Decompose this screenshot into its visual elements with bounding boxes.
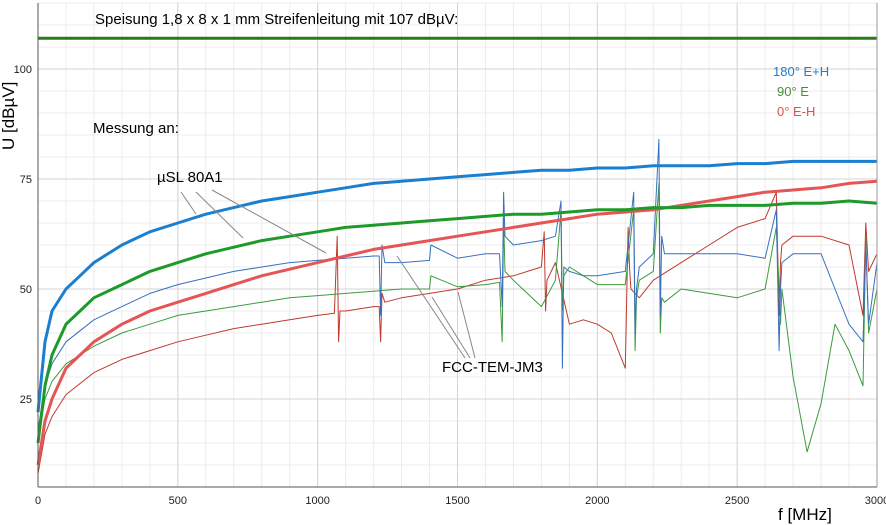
axes: 0 500 1000 1500 2000 2500 3000 25 50 75 100 — [14, 3, 886, 507]
y-axis-label: U [dBµV] — [0, 82, 18, 150]
y-tick-label: 75 — [20, 174, 32, 186]
series-line-1 — [36, 199, 878, 444]
pointer-probe-a-3 — [211, 189, 327, 254]
pointer-probe-b-2 — [431, 296, 471, 359]
x-tick-label: 1000 — [305, 495, 329, 507]
annotation-measure-on: Messung an: — [93, 120, 179, 137]
x-tick-label: 500 — [169, 495, 187, 507]
y-tick-label: 50 — [20, 284, 32, 296]
annotation-probe-a: µSL 80A1 — [157, 169, 223, 186]
legend-item-2: 0° E-H — [777, 104, 815, 119]
pointer-probe-a-1 — [180, 191, 197, 215]
annotation-probe-b: FCC-TEM-JM3 — [442, 359, 543, 376]
x-tick-label: 2500 — [725, 495, 749, 507]
annotation-pointers — [180, 189, 476, 359]
series-line-4 — [37, 182, 878, 453]
y-tick-label: 25 — [20, 394, 32, 406]
pointer-probe-b-1 — [396, 255, 466, 359]
x-tick-label: 0 — [35, 495, 41, 507]
y-tick-label: 100 — [14, 64, 32, 76]
pointer-probe-b-3 — [457, 291, 476, 359]
x-axis-label: f [MHz] — [778, 505, 832, 524]
series-line-3 — [37, 138, 878, 430]
x-tick-label: 1500 — [445, 495, 469, 507]
series-layer — [36, 36, 878, 474]
x-tick-label: 2000 — [585, 495, 609, 507]
legend-item-1: 90° E — [777, 84, 809, 99]
series-line-2 — [36, 179, 878, 466]
x-tick-label: 3000 — [865, 495, 886, 507]
legend-item-0: 180° E+H — [773, 64, 829, 79]
chart-title: Speisung 1,8 x 8 x 1 mm Streifenleitung … — [95, 11, 458, 28]
series-line-0 — [36, 159, 877, 413]
legend: 180° E+H 90° E 0° E-H — [773, 64, 829, 119]
pointer-probe-a-2 — [195, 191, 244, 239]
